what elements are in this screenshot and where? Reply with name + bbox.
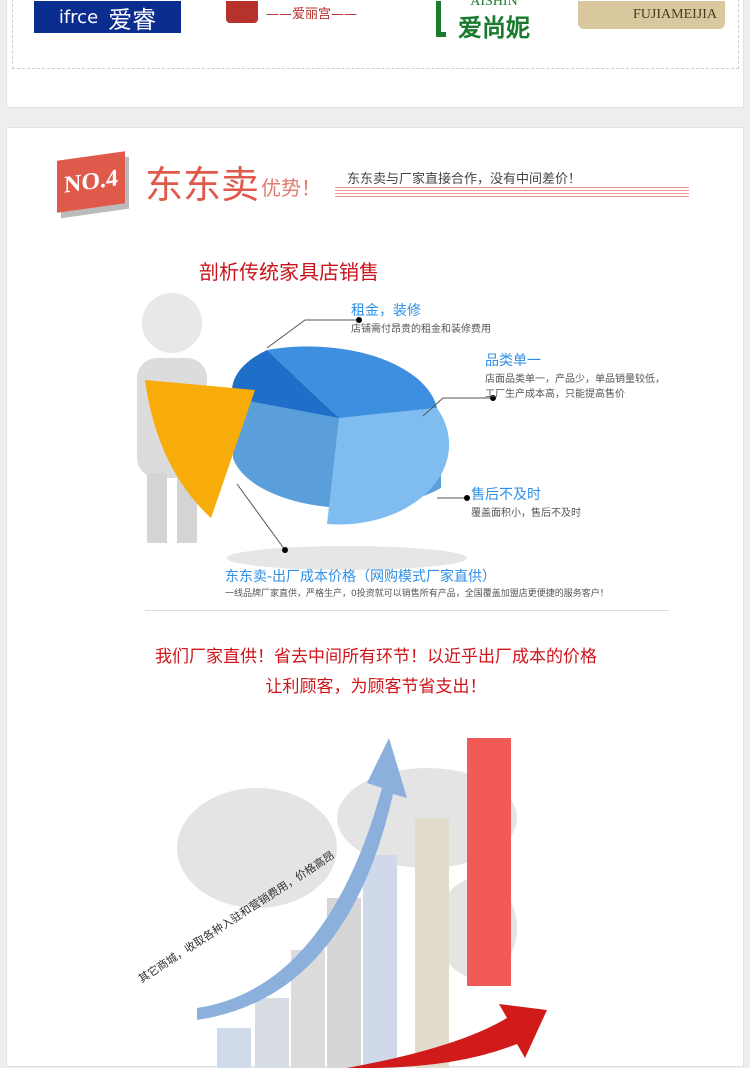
pie-slice-factory: [145, 380, 255, 518]
callout-dongdongmai: 东东卖-出厂成本价格（网购模式厂家直供） 一线品牌厂家直供，严格生产，0投资就可…: [225, 569, 609, 599]
price-growth-illustration: [177, 738, 547, 1068]
bar-5: [363, 855, 397, 1068]
pie-illustration: [137, 293, 496, 570]
pie-slice-category: [267, 346, 437, 418]
aishin-logo[interactable]: AISHIN 爱尚妮: [428, 0, 538, 43]
slogan: 我们厂家直供！省去中间所有环节！以近乎出厂成本的价格 让利顾客，为顾客节省支出！: [155, 647, 597, 697]
bar-2: [255, 998, 289, 1068]
pie-slice-rent: [232, 350, 339, 418]
advantage-section: NO.4 东东卖 优势！ 东东卖与厂家直接合作，没有中间差价！ 剖析传统家具店销…: [6, 127, 744, 1068]
section-tagline: 东东卖与厂家直接合作，没有中间差价！: [347, 172, 582, 187]
blue-arrow-icon: [197, 738, 407, 1020]
ifrce-logo[interactable]: ifrce 爱睿: [34, 1, 181, 34]
bar-1: [217, 1028, 251, 1068]
divider: [145, 610, 669, 611]
no4-badge: NO.4: [57, 151, 125, 213]
tagline-stripes: [335, 187, 689, 199]
analysis-heading: 剖析传统家具店销售: [199, 260, 379, 284]
aiyigong-logo[interactable]: ——爱丽宫——: [214, 1, 369, 23]
aiyigong-mark: [225, 1, 258, 23]
fujiameijia-logo[interactable]: FUJIAMEIJIA: [578, 1, 725, 29]
callout-service: 售后不及时 覆盖面积小，售后不及时: [471, 487, 581, 519]
red-arrow-icon: [347, 1004, 547, 1068]
callout-rent: 租金，装修 店铺需付昂贵的租金和装修费用: [351, 303, 491, 335]
pie-slice-service: [327, 408, 450, 525]
callout-category: 品类单一 店面品类单一，产品少，单品销量较低， 工厂生产成本高，只能提高售价: [485, 353, 665, 400]
bar-6: [415, 818, 449, 1068]
aishin-mark: [436, 1, 446, 37]
section-title-suffix: 优势！: [261, 176, 321, 200]
brand-panel: ifrce 爱睿 ——爱丽宫—— AISHIN 爱尚妮 FUJIAMEIJIA: [6, 0, 744, 108]
brand-logo-box: [12, 0, 739, 69]
figure-head: [142, 293, 202, 353]
bar-red: [467, 738, 511, 986]
section-title: 东东卖: [145, 163, 260, 207]
